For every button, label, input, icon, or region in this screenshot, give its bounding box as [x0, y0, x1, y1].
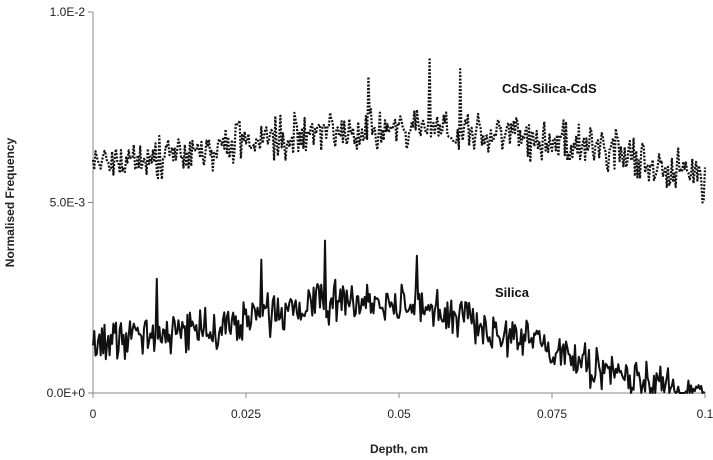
series-layer — [91, 56, 707, 394]
series-line-silica — [92, 239, 706, 394]
x-tick-label: 0.025 — [231, 407, 261, 421]
y-tick-label: 1.0E-2 — [50, 5, 86, 19]
y-axis-title: Normalised Frequency — [3, 137, 17, 267]
series-line-cds-silica-cds — [91, 56, 707, 204]
plot-area: 0 0.025 0.05 0.075 0.1 0.0E+0 5.0E-3 1.0E-2 — [47, 5, 713, 421]
x-tick-label: 0.075 — [537, 407, 567, 421]
x-ticks: 0 0.025 0.05 0.075 0.1 — [90, 393, 713, 421]
y-ticks: 0.0E+0 5.0E-3 1.0E-2 — [47, 5, 93, 400]
y-tick-label: 5.0E-3 — [50, 196, 86, 210]
x-tick-label: 0.1 — [697, 407, 713, 421]
y-tick-label: 0.0E+0 — [47, 386, 86, 400]
series-label-cds-silica-cds: CdS-Silica-CdS — [502, 81, 597, 96]
x-tick-label: 0 — [90, 407, 97, 421]
x-axis-title: Depth, cm — [370, 442, 428, 456]
series-label-silica: Silica — [495, 285, 530, 300]
x-tick-label: 0.05 — [387, 407, 411, 421]
